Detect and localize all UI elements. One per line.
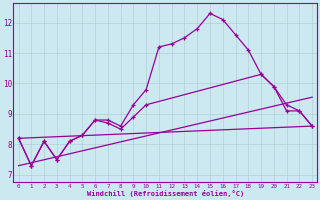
X-axis label: Windchill (Refroidissement éolien,°C): Windchill (Refroidissement éolien,°C) [87, 190, 244, 197]
